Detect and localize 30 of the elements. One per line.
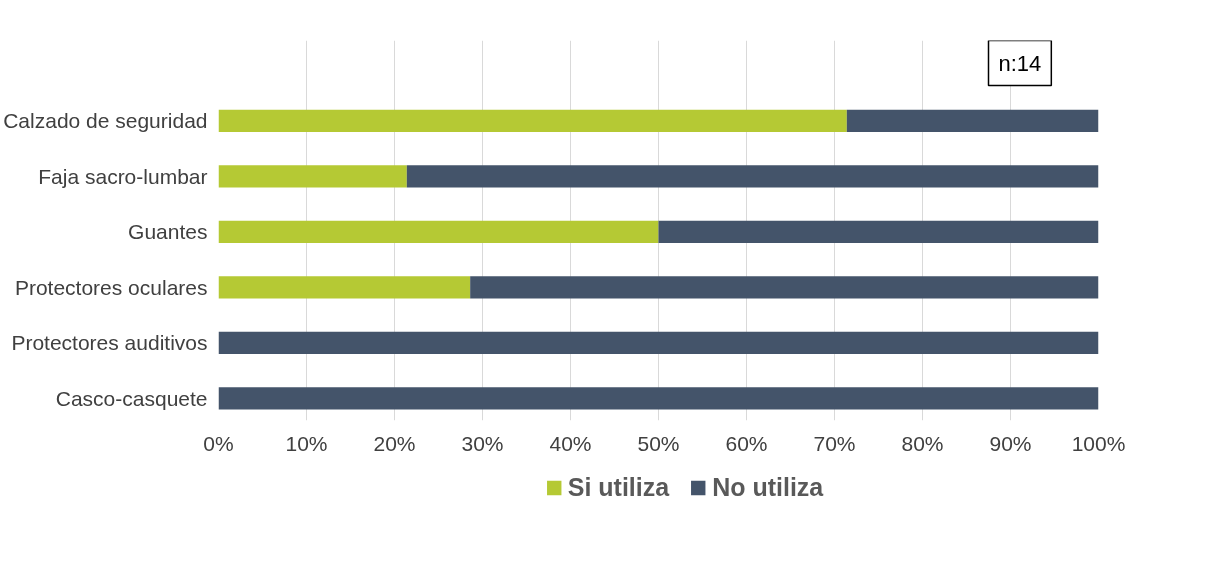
bar: [218, 220, 659, 243]
y-tick-label: Faja sacro-lumbar: [38, 164, 208, 188]
x-tick-label: 80%: [901, 431, 944, 455]
x-tick-label: 60%: [725, 431, 768, 455]
x-tick-label: 40%: [549, 431, 592, 455]
y-tick-label: Casco-casquete: [55, 386, 208, 410]
bar: [658, 220, 1099, 243]
bar: [846, 109, 1099, 133]
bar: [218, 387, 1099, 410]
legend-label: Si utiliza: [567, 472, 670, 502]
bar: [218, 109, 847, 133]
bar: [218, 276, 471, 299]
text: n:14: [998, 50, 1042, 76]
x-tick-label: 10%: [285, 431, 328, 455]
bar: [470, 276, 1099, 299]
x-tick-label: 0%: [203, 431, 234, 455]
legend-label: No utiliza: [712, 472, 824, 502]
x-tick-label: 20%: [373, 431, 416, 455]
x-tick-label: 70%: [813, 431, 856, 455]
y-tick-label: Guantes: [128, 220, 208, 244]
x-tick-label: 100%: [1071, 431, 1126, 455]
bar: [218, 331, 1099, 354]
x-tick-label: 90%: [989, 431, 1032, 455]
bar: [218, 165, 407, 188]
bar: [406, 165, 1099, 188]
y-tick-label: Calzado de seguridad: [3, 109, 208, 133]
x-tick-label: 50%: [637, 431, 680, 455]
y-tick-label: Protectores auditivos: [11, 331, 208, 355]
x-tick-label: 30%: [461, 431, 504, 455]
y-tick-label: Protectores oculares: [14, 275, 208, 299]
